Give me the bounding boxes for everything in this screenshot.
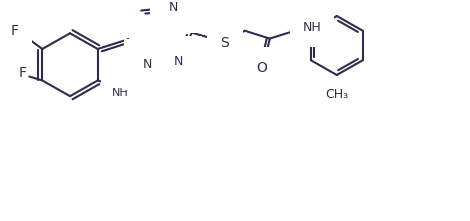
Text: S: S — [220, 36, 229, 50]
Text: F: F — [18, 66, 26, 80]
Text: N: N — [142, 58, 152, 71]
Text: NH: NH — [112, 88, 128, 98]
Text: NH: NH — [303, 21, 321, 34]
Text: N: N — [168, 1, 178, 14]
Text: O: O — [256, 61, 267, 75]
Text: F: F — [10, 24, 18, 38]
Text: N: N — [174, 55, 183, 68]
Text: CH₃: CH₃ — [325, 88, 348, 101]
